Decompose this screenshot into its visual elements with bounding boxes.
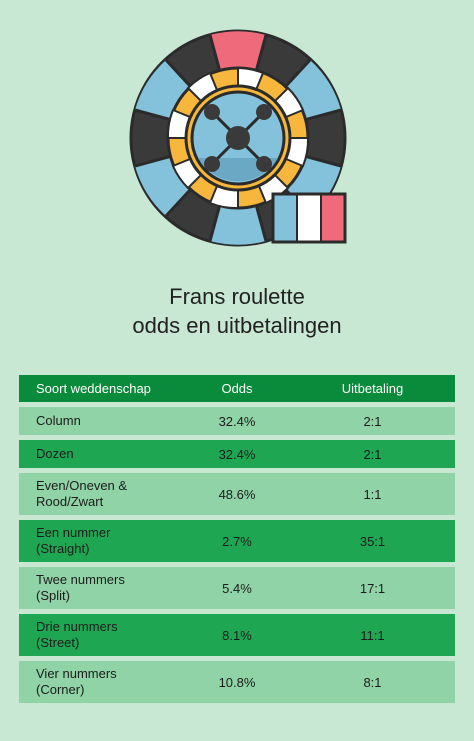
odds-value: 5.4% (222, 580, 252, 596)
table-row: Drie nummers (Street) 8.1% 11:1 (19, 614, 455, 656)
header-bet-type: Soort weddenschap (36, 380, 151, 396)
table-row: Twee nummers (Split) 5.4% 17:1 (19, 567, 455, 609)
bet-type: Column (36, 413, 81, 428)
page-title: Frans roulette odds en uitbetalingen (0, 282, 474, 340)
roulette-wheel-icon (128, 28, 350, 250)
table-row: Een nummer (Straight) 2.7% 35:1 (19, 520, 455, 562)
roulette-wheel-graphic (129, 29, 347, 247)
french-flag-icon (271, 192, 347, 244)
payout-value: 2:1 (363, 413, 382, 429)
odds-value: 32.4% (218, 446, 256, 462)
bet-type: Dozen (36, 446, 74, 461)
odds-value: 32.4% (218, 413, 256, 429)
payout-value: 2:1 (363, 446, 382, 462)
title-line-1: Frans roulette (169, 284, 305, 309)
table-header: Soort weddenschap Odds Uitbetaling (19, 375, 455, 402)
title-line-2: odds en uitbetalingen (132, 313, 342, 338)
payout-value: 1:1 (363, 486, 382, 502)
table-row: Vier nummers (Corner) 10.8% 8:1 (19, 661, 455, 703)
bet-type: Vier nummers (Corner) (36, 666, 117, 697)
header-payout: Uitbetaling (341, 381, 404, 396)
bet-type: Een nummer (Straight) (36, 525, 111, 556)
header-odds: Odds (221, 381, 253, 396)
odds-value: 8.1% (222, 627, 252, 643)
payout-value: 11:1 (360, 627, 385, 643)
bet-type: Drie nummers (Street) (36, 619, 118, 650)
table-row: Column 32.4% 2:1 (19, 407, 455, 435)
odds-value: 48.6% (218, 486, 256, 502)
table-row: Dozen 32.4% 2:1 (19, 440, 455, 468)
odds-value: 10.8% (218, 674, 256, 690)
bet-type: Twee nummers (Split) (36, 572, 125, 603)
payout-value: 17:1 (359, 580, 386, 596)
table-row: Even/Oneven & Rood/Zwart 48.6% 1:1 (19, 473, 455, 515)
odds-value: 2.7% (222, 533, 252, 549)
payout-value: 8:1 (363, 674, 382, 690)
odds-table: Soort weddenschap Odds Uitbetaling Colum… (19, 375, 455, 703)
bet-type: Even/Oneven & Rood/Zwart (36, 478, 128, 509)
payout-value: 35:1 (359, 533, 386, 549)
